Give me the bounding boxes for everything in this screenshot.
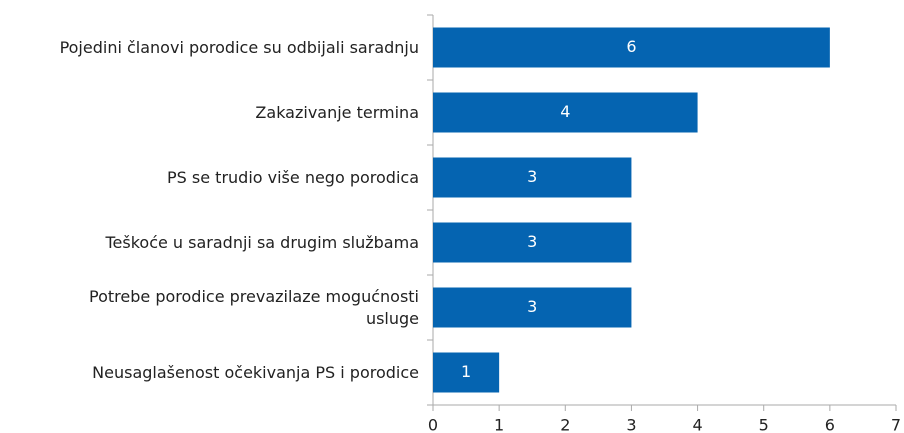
bar-value-label: 4 xyxy=(560,102,570,121)
bar-value-label: 3 xyxy=(527,167,537,186)
bar xyxy=(433,222,632,263)
x-tick-label: 5 xyxy=(759,416,769,433)
bar xyxy=(433,287,632,328)
x-tick-label: 1 xyxy=(494,416,504,433)
bar-value-label: 3 xyxy=(527,297,537,316)
category-label: Pojedini članovi porodice su odbijali sa… xyxy=(59,37,419,57)
x-tick-label: 0 xyxy=(428,416,438,433)
bar xyxy=(433,157,632,198)
category-label: Zakazivanje termina xyxy=(255,102,419,122)
bar xyxy=(433,27,830,68)
category-label: PS se trudio više nego porodica xyxy=(167,167,419,187)
x-tick-label: 6 xyxy=(825,416,835,433)
category-label: Teškoće u saradnji sa drugim službama xyxy=(105,232,419,252)
bar-value-label: 6 xyxy=(626,37,636,56)
bar xyxy=(433,352,500,393)
x-tick-label: 4 xyxy=(692,416,702,433)
category-label: Neusaglašenost očekivanja PS i porodice xyxy=(92,362,419,382)
bar-value-label: 3 xyxy=(527,232,537,251)
bar xyxy=(433,92,698,133)
x-tick-label: 7 xyxy=(891,416,901,433)
category-label: Potrebe porodice prevazilaze mogućnosti … xyxy=(89,286,419,328)
bar-value-label: 1 xyxy=(461,362,471,381)
x-tick-label: 3 xyxy=(626,416,636,433)
x-tick-label: 2 xyxy=(560,416,570,433)
